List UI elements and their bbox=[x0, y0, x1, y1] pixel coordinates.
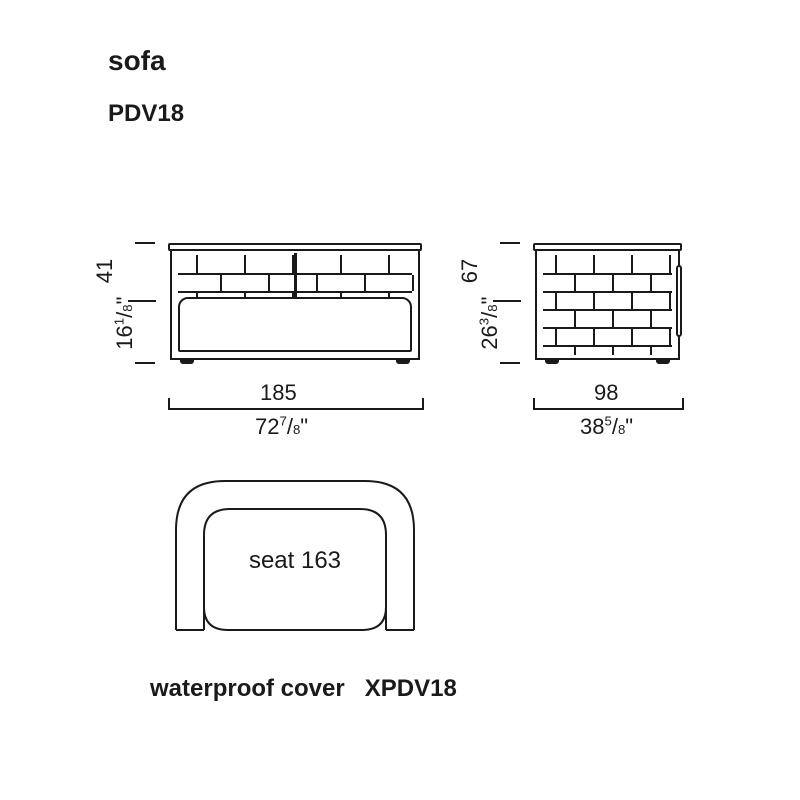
side-width-in: 385/8" bbox=[580, 414, 633, 439]
side-leg-right bbox=[656, 358, 670, 364]
front-elevation-drawing bbox=[170, 245, 420, 360]
front-leg-right bbox=[396, 358, 410, 364]
top-plan-drawing: seat 163 bbox=[170, 475, 420, 625]
side-height-in: 263/8" bbox=[477, 297, 502, 350]
side-leg-left bbox=[545, 358, 559, 364]
model-code: PDV18 bbox=[108, 100, 184, 128]
side-elevation-drawing bbox=[535, 245, 680, 360]
side-width-cm: 98 bbox=[594, 380, 618, 405]
front-top-rail bbox=[168, 243, 422, 251]
front-width-in: 727/8" bbox=[255, 414, 308, 439]
side-top-rail bbox=[533, 243, 682, 251]
front-seat-cushion bbox=[178, 297, 412, 352]
seat-width-label: seat 163 bbox=[170, 547, 420, 575]
side-weave-pattern bbox=[543, 255, 672, 352]
front-height-in: 161/8" bbox=[112, 297, 137, 350]
front-width-cm: 185 bbox=[260, 380, 297, 405]
side-height-cm: 67 bbox=[457, 259, 482, 283]
product-title: sofa bbox=[108, 45, 166, 77]
side-armrest-edge bbox=[676, 265, 682, 337]
cover-label: waterproof cover XPDV18 bbox=[150, 675, 457, 703]
front-center-post bbox=[294, 253, 297, 297]
front-leg-left bbox=[180, 358, 194, 364]
front-height-cm: 41 bbox=[92, 259, 117, 283]
